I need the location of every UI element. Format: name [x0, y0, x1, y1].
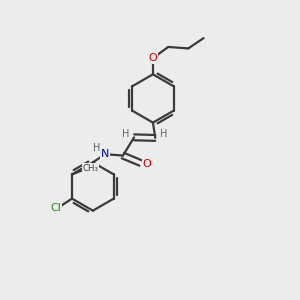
- Text: O: O: [148, 53, 157, 63]
- Text: H: H: [93, 142, 101, 153]
- Text: Cl: Cl: [50, 203, 61, 213]
- Text: H: H: [160, 129, 167, 140]
- Text: CH₃: CH₃: [82, 164, 98, 173]
- Text: O: O: [143, 159, 152, 170]
- Text: H: H: [122, 129, 130, 139]
- Text: N: N: [101, 149, 110, 159]
